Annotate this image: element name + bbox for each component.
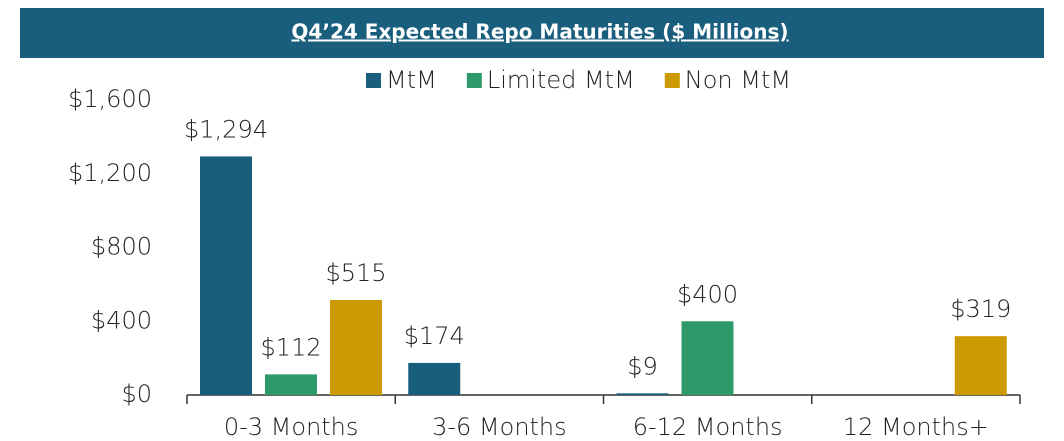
legend-swatch [664,73,680,88]
y-tick-label: $800 [91,233,152,261]
bar [616,393,669,395]
bar [265,374,317,395]
x-tick-label: 12 Months+ [843,413,989,441]
bar [681,321,734,395]
legend-label: MtM [386,66,437,94]
legend-label: Non MtM [685,66,791,94]
y-tick-label: $0 [121,380,152,408]
y-tick-label: $1,600 [68,85,152,113]
legend-swatch [466,73,482,88]
x-tick-label: 6-12 Months [633,413,783,441]
bar [408,362,461,395]
title-banner [20,8,1044,58]
legend-label: Limited MtM [487,66,635,94]
data-label: $9 [627,352,658,380]
data-label: $112 [260,333,321,361]
bar [954,336,1007,395]
bar [330,300,382,395]
y-tick-label: $400 [91,306,152,334]
chart-title: Q4’24 Expected Repo Maturities ($ Millio… [291,20,788,44]
x-tick-label: 3-6 Months [432,413,567,441]
x-tick-label: 0-3 Months [224,413,359,441]
data-label: $1,294 [184,115,268,143]
bar [200,156,252,395]
notch [0,0,56,8]
y-tick-label: $1,200 [68,159,152,187]
data-label: $319 [950,295,1011,323]
legend-swatch [366,73,381,88]
data-label: $515 [325,259,386,287]
data-label: $400 [677,280,738,308]
data-label: $174 [404,322,465,350]
